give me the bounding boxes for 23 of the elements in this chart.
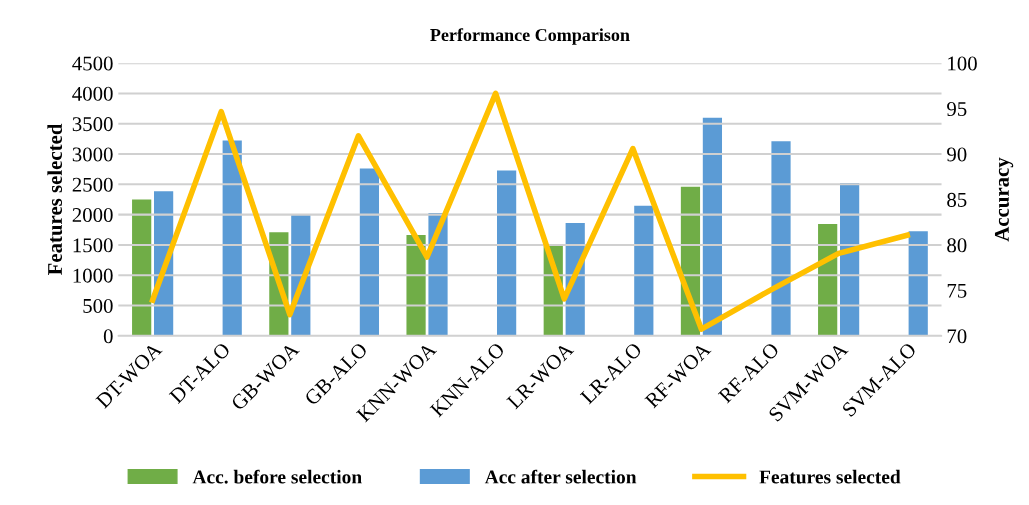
y-tick-label: 500 [83,298,113,313]
y-tick-label: 2500 [72,177,113,192]
y2-tick-label: 95 [947,102,967,117]
y-tick-label: 2000 [72,208,113,223]
y2-tick-label: 85 [947,192,967,207]
chart-title: Performance Comparison [430,28,630,45]
y-tick-label: 0 [103,329,113,344]
y2-tick-label: 100 [948,56,977,71]
y2-tick-label: 90 [947,147,967,162]
y-tick-label: 1500 [73,238,113,253]
y-tick-label: 4000 [72,86,113,101]
y2-tick-label: 80 [947,238,967,253]
legend-label: Acc after selection [484,469,637,484]
legend-label: Features selected [759,469,901,484]
y-tick-label: 3500 [72,117,113,132]
legend-label: Acc. before selection [192,469,362,484]
y-tick-label: 3000 [72,147,113,162]
y2-tick-label: 75 [947,283,967,298]
y2-axis-title: Accuracy [994,157,1014,242]
y-axis-title: Features selected [47,123,63,276]
y-tick-label: 4500 [72,56,113,71]
y-tick-label: 1000 [73,268,113,283]
y2-tick-label: 70 [947,329,967,344]
